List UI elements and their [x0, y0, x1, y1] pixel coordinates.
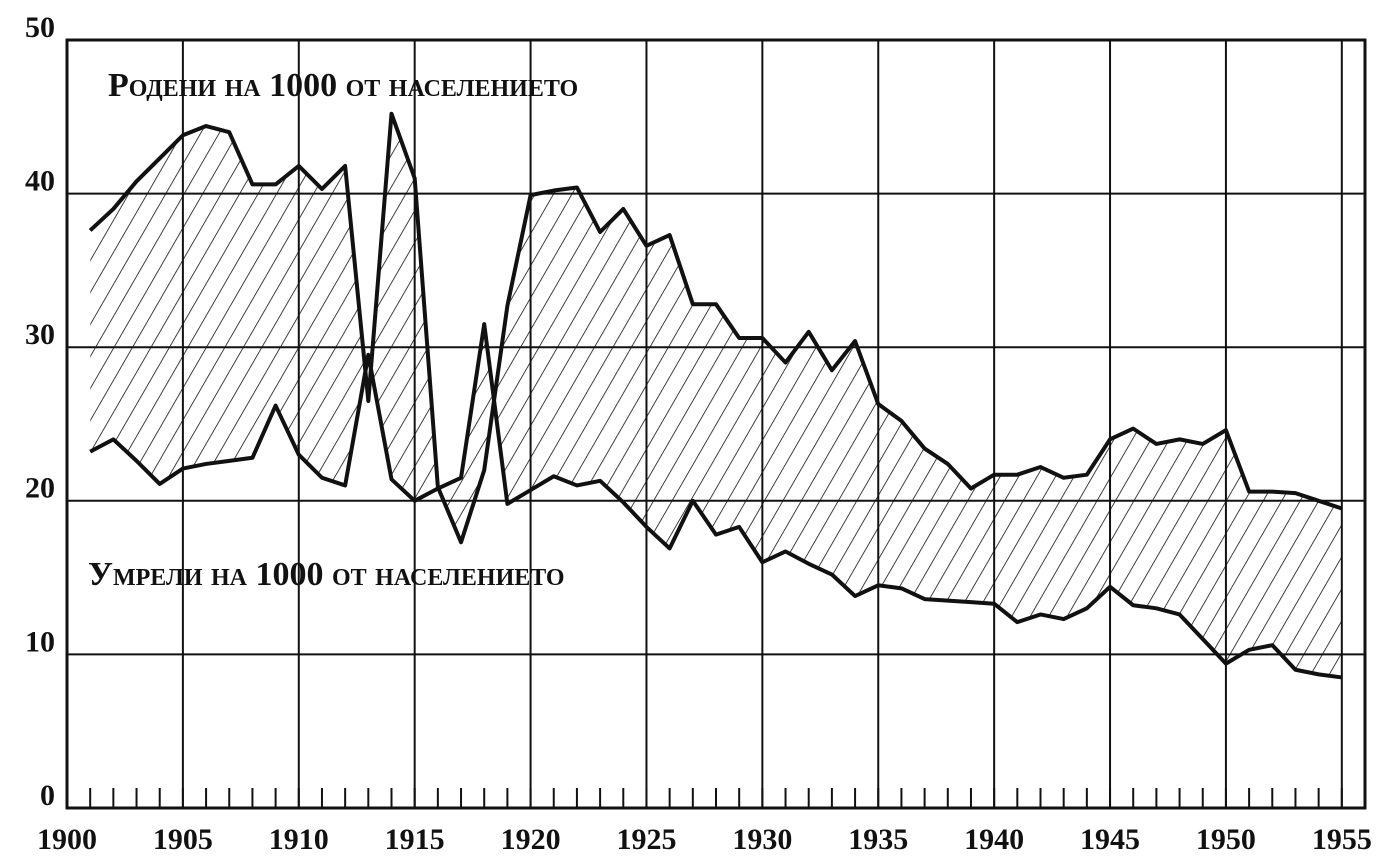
y-tick-label: 10 — [25, 625, 55, 658]
x-tick-label: 1920 — [501, 823, 561, 856]
x-tick-label: 1950 — [1196, 823, 1256, 856]
hatched-band — [90, 113, 1342, 678]
y-tick-label: 40 — [25, 164, 55, 197]
x-tick-label: 1925 — [616, 823, 676, 856]
x-tick-label: 1930 — [732, 823, 792, 856]
y-tick-label: 0 — [40, 779, 55, 812]
y-tick-label: 30 — [25, 318, 55, 351]
y-tick-label: 50 — [25, 11, 55, 44]
x-tick-label: 1945 — [1080, 823, 1140, 856]
y-tick-label: 20 — [25, 472, 55, 505]
x-tick-label: 1905 — [153, 823, 213, 856]
x-tick-label: 1955 — [1312, 823, 1372, 856]
series-line — [88, 111, 1343, 545]
x-tick-label: 1940 — [964, 823, 1024, 856]
x-tick-label: 1935 — [848, 823, 908, 856]
deaths-label: Умрели на 1000 от населението — [88, 556, 565, 593]
births-label: Родени на 1000 от населението — [108, 67, 578, 104]
x-tick-label: 1915 — [385, 823, 445, 856]
x-tick-label: 1900 — [37, 823, 97, 856]
series-line — [89, 322, 1343, 680]
x-tick-label: 1910 — [269, 823, 329, 856]
plot-frame — [65, 38, 1367, 810]
